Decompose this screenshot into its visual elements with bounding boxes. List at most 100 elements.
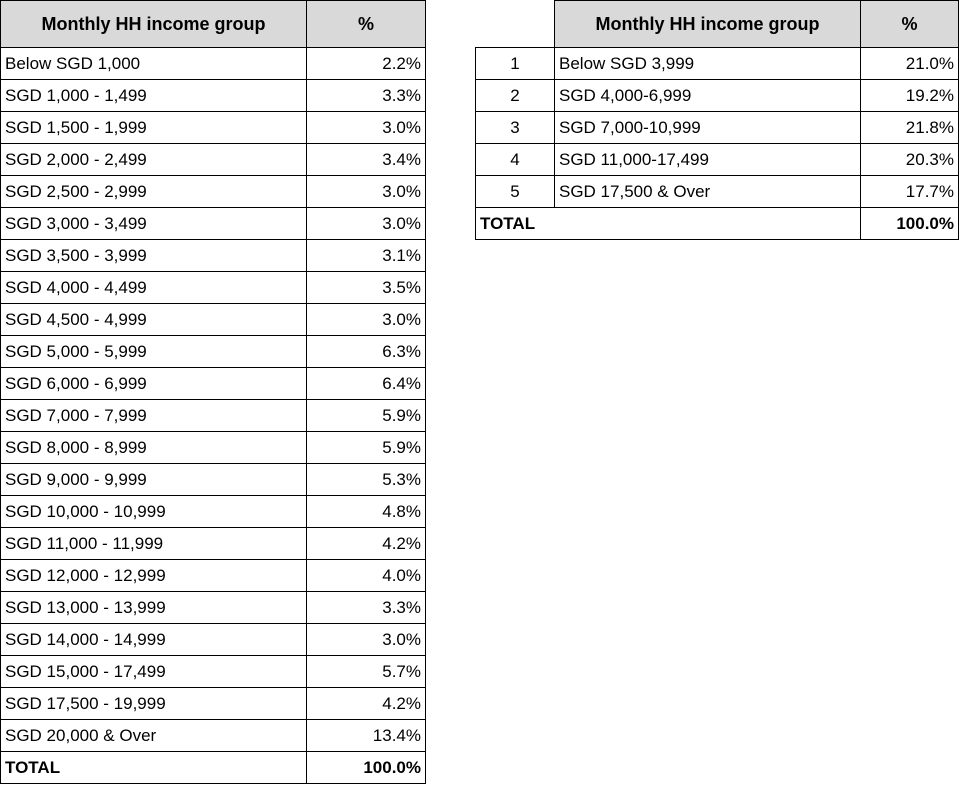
group-index: 2 (475, 79, 555, 112)
grouped-income-table: Monthly HH income group % 1 Below SGD 3,9… (475, 0, 959, 240)
group-index: 5 (475, 175, 555, 208)
income-group: SGD 7,000-10,999 (554, 111, 861, 144)
income-group: SGD 1,500 - 1,999 (0, 111, 307, 144)
income-group: SGD 3,500 - 3,999 (0, 239, 307, 272)
percent: 13.4% (306, 719, 426, 752)
data-row: SGD 1,500 - 1,999 3.0% (0, 111, 426, 144)
percent: 20.3% (860, 143, 959, 176)
income-group: SGD 4,500 - 4,999 (0, 303, 307, 336)
total-label: TOTAL (0, 751, 307, 784)
data-row: SGD 20,000 & Over 13.4% (0, 719, 426, 752)
data-row: SGD 11,000 - 11,999 4.2% (0, 527, 426, 560)
percent: 21.0% (860, 47, 959, 80)
total-row: TOTAL 100.0% (475, 207, 959, 240)
percent: 5.9% (306, 431, 426, 464)
income-group: SGD 11,000-17,499 (554, 143, 861, 176)
income-group: SGD 2,500 - 2,999 (0, 175, 307, 208)
percent: 3.3% (306, 591, 426, 624)
income-group: SGD 2,000 - 2,499 (0, 143, 307, 176)
data-row: SGD 6,000 - 6,999 6.4% (0, 367, 426, 400)
data-row: 5 SGD 17,500 & Over 17.7% (475, 175, 959, 208)
income-group: SGD 8,000 - 8,999 (0, 431, 307, 464)
data-row: SGD 3,500 - 3,999 3.1% (0, 239, 426, 272)
income-group: SGD 20,000 & Over (0, 719, 307, 752)
income-group: SGD 12,000 - 12,999 (0, 559, 307, 592)
percent: 3.0% (306, 175, 426, 208)
income-group: SGD 11,000 - 11,999 (0, 527, 307, 560)
income-group: SGD 17,500 - 19,999 (0, 687, 307, 720)
percent: 3.1% (306, 239, 426, 272)
income-group: SGD 5,000 - 5,999 (0, 335, 307, 368)
income-group: SGD 13,000 - 13,999 (0, 591, 307, 624)
income-table: Monthly HH income group % Below SGD 1,00… (0, 0, 426, 784)
header-cell: % (306, 0, 426, 48)
total-label: TOTAL (475, 207, 861, 240)
header-row: Monthly HH income group % (475, 0, 959, 48)
total-percent: 100.0% (306, 751, 426, 784)
header-row: Monthly HH income group % (0, 0, 426, 48)
percent: 5.3% (306, 463, 426, 496)
data-row: SGD 10,000 - 10,999 4.8% (0, 495, 426, 528)
percent: 3.0% (306, 207, 426, 240)
total-percent: 100.0% (860, 207, 959, 240)
percent: 6.3% (306, 335, 426, 368)
data-row: SGD 4,500 - 4,999 3.0% (0, 303, 426, 336)
data-row: SGD 15,000 - 17,499 5.7% (0, 655, 426, 688)
percent: 19.2% (860, 79, 959, 112)
data-row: SGD 1,000 - 1,499 3.3% (0, 79, 426, 112)
data-row: SGD 13,000 - 13,999 3.3% (0, 591, 426, 624)
income-group: SGD 4,000-6,999 (554, 79, 861, 112)
percent: 4.2% (306, 687, 426, 720)
group-index: 1 (475, 47, 555, 80)
percent: 3.5% (306, 271, 426, 304)
data-row: SGD 8,000 - 8,999 5.9% (0, 431, 426, 464)
data-row: SGD 17,500 - 19,999 4.2% (0, 687, 426, 720)
income-group: SGD 1,000 - 1,499 (0, 79, 307, 112)
percent: 4.0% (306, 559, 426, 592)
header-blank (475, 0, 555, 48)
percent: 5.9% (306, 399, 426, 432)
data-row: SGD 7,000 - 7,999 5.9% (0, 399, 426, 432)
percent: 3.0% (306, 623, 426, 656)
data-row: SGD 9,000 - 9,999 5.3% (0, 463, 426, 496)
data-row: SGD 14,000 - 14,999 3.0% (0, 623, 426, 656)
group-index: 4 (475, 143, 555, 176)
percent: 4.8% (306, 495, 426, 528)
income-group: SGD 3,000 - 3,499 (0, 207, 307, 240)
data-row: 3 SGD 7,000-10,999 21.8% (475, 111, 959, 144)
income-group: SGD 6,000 - 6,999 (0, 367, 307, 400)
income-group: SGD 4,000 - 4,499 (0, 271, 307, 304)
percent: 3.0% (306, 303, 426, 336)
income-group: Below SGD 3,999 (554, 47, 861, 80)
header-cell: % (860, 0, 959, 48)
income-group: SGD 15,000 - 17,499 (0, 655, 307, 688)
data-row: SGD 12,000 - 12,999 4.0% (0, 559, 426, 592)
percent: 17.7% (860, 175, 959, 208)
data-row: SGD 4,000 - 4,499 3.5% (0, 271, 426, 304)
data-row: SGD 2,500 - 2,999 3.0% (0, 175, 426, 208)
group-index: 3 (475, 111, 555, 144)
data-row: SGD 5,000 - 5,999 6.3% (0, 335, 426, 368)
percent: 4.2% (306, 527, 426, 560)
income-group: SGD 7,000 - 7,999 (0, 399, 307, 432)
data-row: 4 SGD 11,000-17,499 20.3% (475, 143, 959, 176)
data-row: SGD 3,000 - 3,499 3.0% (0, 207, 426, 240)
percent: 3.3% (306, 79, 426, 112)
total-row: TOTAL 100.0% (0, 751, 426, 784)
data-row: 2 SGD 4,000-6,999 19.2% (475, 79, 959, 112)
percent: 3.0% (306, 111, 426, 144)
percent: 3.4% (306, 143, 426, 176)
data-row: 1 Below SGD 3,999 21.0% (475, 47, 959, 80)
header-cell: Monthly HH income group (0, 0, 307, 48)
percent: 6.4% (306, 367, 426, 400)
income-group: SGD 14,000 - 14,999 (0, 623, 307, 656)
income-group: Below SGD 1,000 (0, 47, 307, 80)
header-cell: Monthly HH income group (554, 0, 861, 48)
income-group: SGD 17,500 & Over (554, 175, 861, 208)
income-group: SGD 9,000 - 9,999 (0, 463, 307, 496)
percent: 5.7% (306, 655, 426, 688)
percent: 2.2% (306, 47, 426, 80)
data-row: Below SGD 1,000 2.2% (0, 47, 426, 80)
data-row: SGD 2,000 - 2,499 3.4% (0, 143, 426, 176)
